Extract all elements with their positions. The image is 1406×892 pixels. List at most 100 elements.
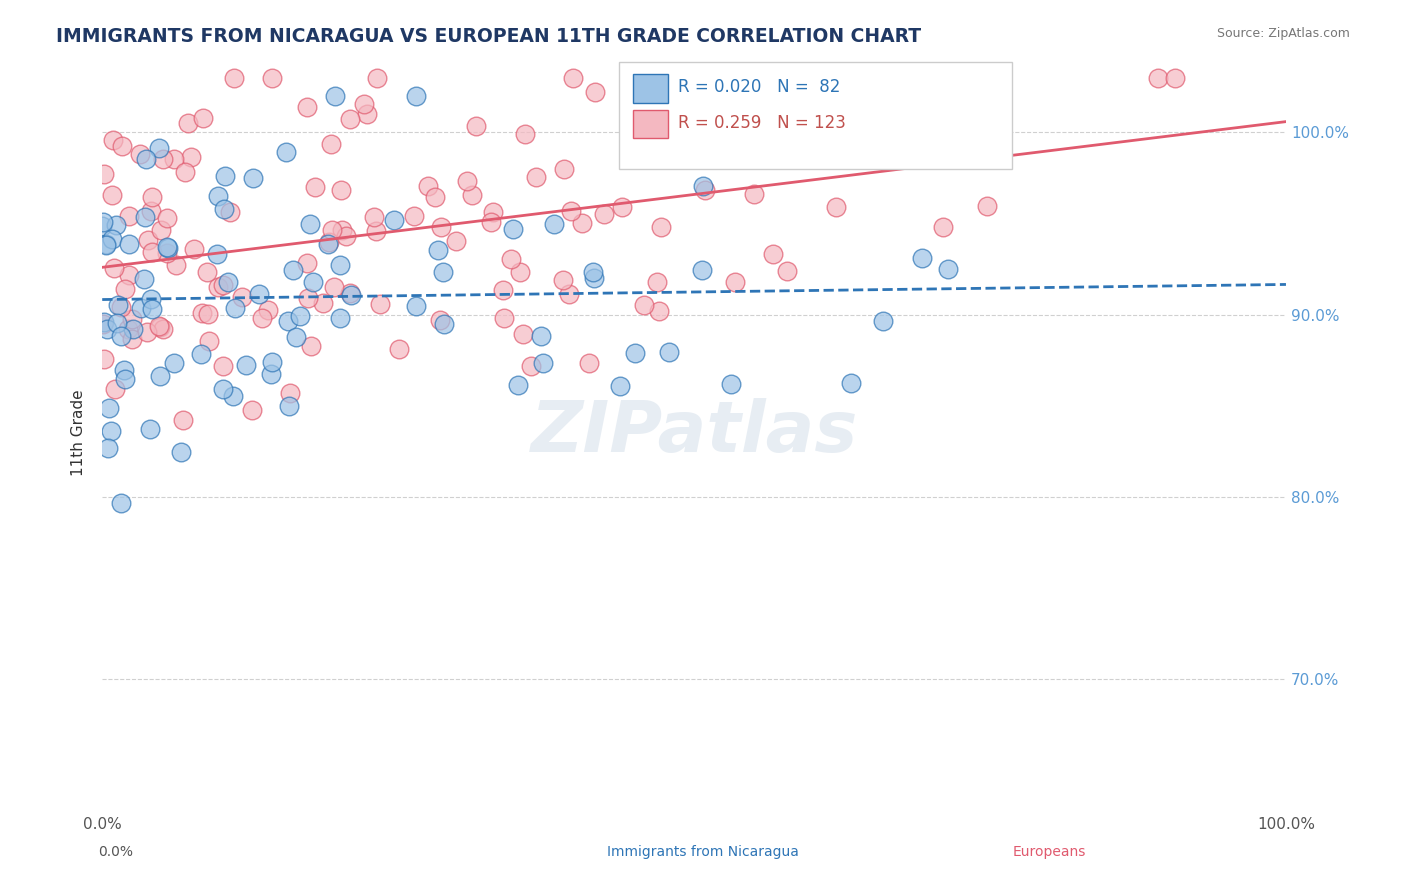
Point xyxy=(893,94,915,108)
Point xyxy=(278,386,301,401)
Point xyxy=(418,178,440,193)
Point xyxy=(205,247,228,261)
Point xyxy=(93,315,115,329)
Point xyxy=(502,221,524,235)
Point xyxy=(492,283,515,297)
Y-axis label: 11th Grade: 11th Grade xyxy=(72,390,86,476)
Point xyxy=(323,280,346,294)
Point xyxy=(825,200,848,214)
Point xyxy=(110,496,132,510)
Point xyxy=(404,209,426,223)
Text: Source: ZipAtlas.com: Source: ZipAtlas.com xyxy=(1216,27,1350,40)
Point xyxy=(112,362,135,376)
Point xyxy=(132,272,155,286)
Point xyxy=(364,224,387,238)
Point xyxy=(262,70,284,85)
Point xyxy=(931,220,953,235)
Point xyxy=(191,112,214,126)
Point xyxy=(321,223,343,237)
Point xyxy=(149,320,172,334)
Point xyxy=(742,187,765,202)
Point xyxy=(339,112,361,126)
Point xyxy=(180,150,202,164)
Point xyxy=(259,367,281,381)
Point xyxy=(633,297,655,311)
Point xyxy=(100,232,122,246)
Point xyxy=(423,190,446,204)
Point xyxy=(610,201,633,215)
Point xyxy=(558,286,581,301)
Point xyxy=(318,237,340,252)
Point xyxy=(690,262,713,277)
Point xyxy=(755,70,778,85)
Point xyxy=(302,275,325,289)
Point xyxy=(152,322,174,336)
Point xyxy=(513,127,536,141)
Point xyxy=(509,265,531,279)
Point xyxy=(121,332,143,346)
Point xyxy=(93,351,115,366)
Point xyxy=(1164,70,1187,85)
Text: IMMIGRANTS FROM NICARAGUA VS EUROPEAN 11TH GRADE CORRELATION CHART: IMMIGRANTS FROM NICARAGUA VS EUROPEAN 11… xyxy=(56,27,921,45)
Point xyxy=(141,245,163,260)
Point xyxy=(648,304,671,318)
Point xyxy=(274,145,297,160)
Point xyxy=(148,318,170,333)
Point xyxy=(117,209,139,223)
Point xyxy=(353,97,375,112)
Point xyxy=(592,207,614,221)
Point xyxy=(277,399,299,413)
Point xyxy=(724,275,747,289)
Point xyxy=(676,109,699,123)
Point xyxy=(609,378,631,392)
Point xyxy=(692,178,714,193)
Point xyxy=(242,171,264,186)
Point xyxy=(762,246,785,260)
Point xyxy=(311,296,333,310)
Point xyxy=(156,241,179,255)
Point xyxy=(250,311,273,326)
Point xyxy=(214,169,236,183)
Point xyxy=(281,263,304,277)
Point xyxy=(839,376,862,390)
Point xyxy=(530,328,553,343)
Point xyxy=(224,301,246,316)
Point xyxy=(319,137,342,152)
Point xyxy=(101,187,124,202)
Point xyxy=(501,252,523,266)
Point xyxy=(581,265,603,279)
Point xyxy=(1147,70,1170,85)
Point xyxy=(444,235,467,249)
Point xyxy=(658,344,681,359)
Point xyxy=(429,313,451,327)
Point xyxy=(174,165,197,179)
Point xyxy=(465,120,488,134)
Point xyxy=(304,180,326,194)
Point xyxy=(896,70,918,85)
Point xyxy=(405,89,427,103)
Point xyxy=(207,189,229,203)
Point xyxy=(976,199,998,213)
Point xyxy=(212,359,235,373)
Point xyxy=(775,263,797,277)
Point xyxy=(363,211,385,225)
Point xyxy=(560,203,582,218)
Point xyxy=(432,265,454,279)
Point xyxy=(330,223,353,237)
Point xyxy=(531,355,554,369)
Point xyxy=(479,215,502,229)
Text: R = 0.259   N = 123: R = 0.259 N = 123 xyxy=(678,114,845,132)
Point xyxy=(198,334,221,348)
Point xyxy=(571,216,593,230)
Point xyxy=(103,260,125,275)
Point xyxy=(114,372,136,386)
Point xyxy=(339,285,361,300)
Point xyxy=(148,141,170,155)
Point xyxy=(134,210,156,224)
Point xyxy=(295,100,318,114)
Point xyxy=(693,183,716,197)
Point xyxy=(388,343,411,357)
Point xyxy=(114,282,136,296)
Point xyxy=(562,70,585,85)
Point xyxy=(165,258,187,272)
